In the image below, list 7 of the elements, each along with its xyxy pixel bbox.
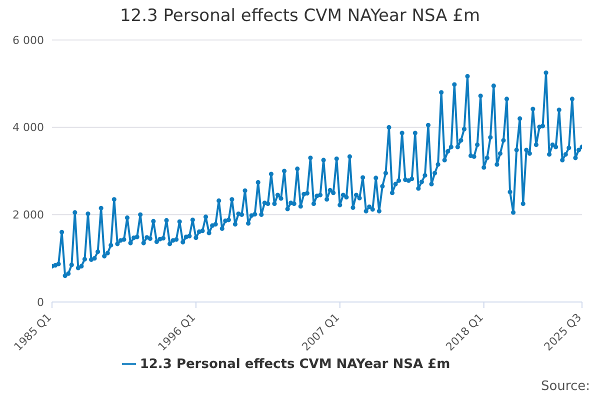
y-tick-label: 6 000	[12, 34, 44, 47]
source-note: Source:	[540, 379, 590, 394]
y-tick-label: 4 000	[12, 121, 44, 134]
chart-title: 12.3 Personal effects CVM NAYear NSA £m	[118, 6, 482, 26]
legend-label: 12.3 Personal effects CVM NAYear NSA £m	[140, 357, 450, 372]
y-tick-label: 2 000	[12, 208, 44, 222]
y-tick-label: 0	[37, 296, 44, 309]
